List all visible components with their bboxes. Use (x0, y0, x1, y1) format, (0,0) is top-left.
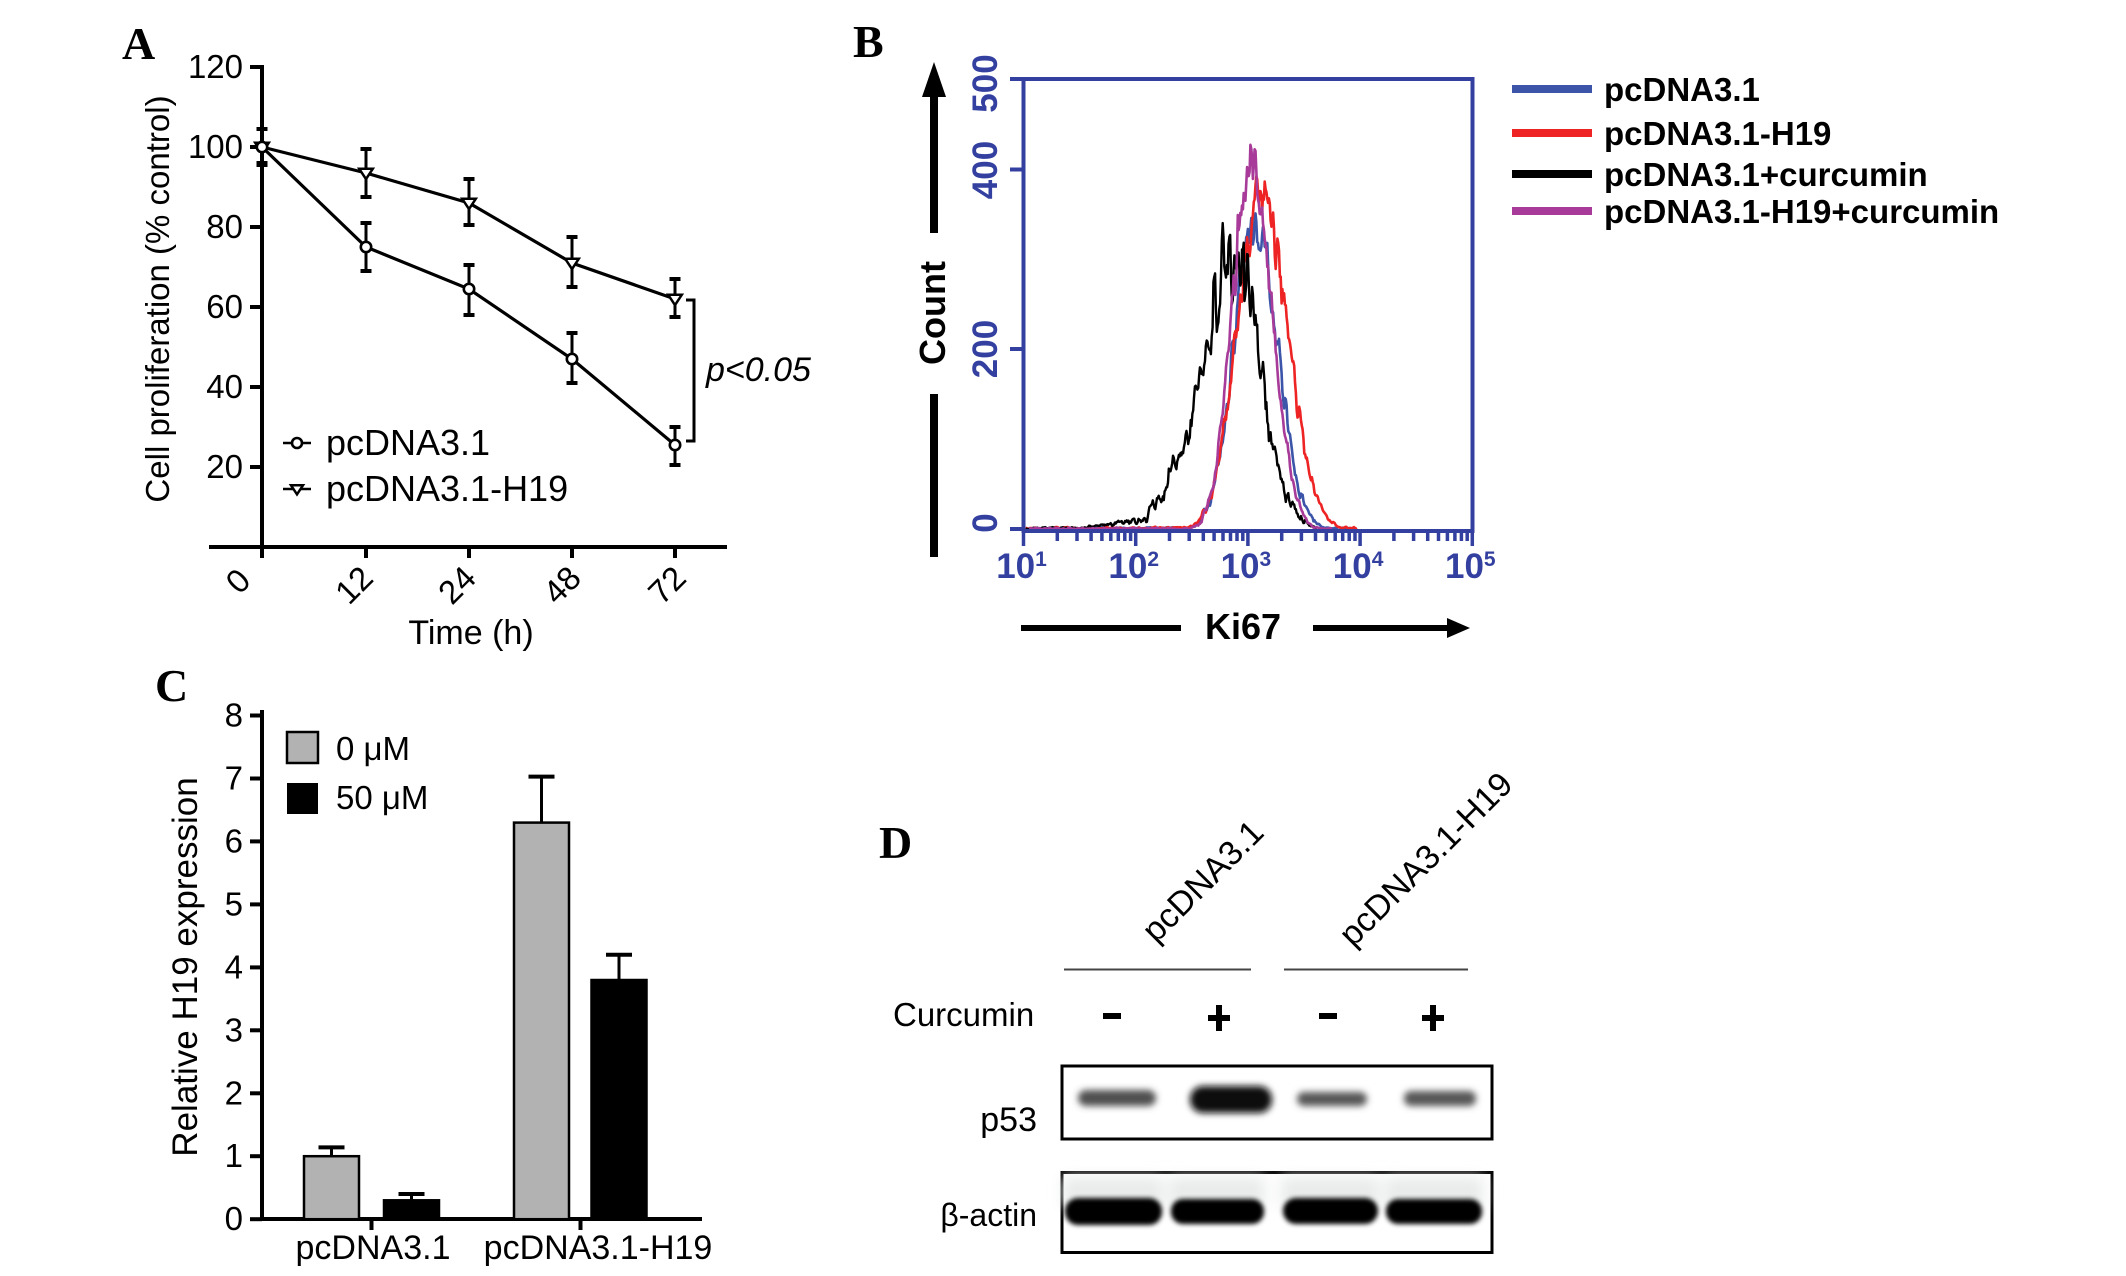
svg-text:pcDNA3.1-H19: pcDNA3.1-H19 (326, 468, 568, 509)
svg-text:β-actin: β-actin (940, 1197, 1037, 1233)
svg-text:pcDNA3.1-H19: pcDNA3.1-H19 (1604, 115, 1831, 152)
svg-text:Relative H19 expression: Relative H19 expression (166, 777, 205, 1156)
svg-text:2: 2 (225, 1074, 243, 1111)
svg-text:Ki67: Ki67 (1205, 606, 1281, 647)
svg-text:pcDNA3.1-H19: pcDNA3.1-H19 (484, 1229, 713, 1267)
svg-text:pcDNA3.1+curcumin: pcDNA3.1+curcumin (1604, 156, 1928, 193)
svg-text:Time (h): Time (h) (408, 614, 533, 652)
svg-text:Count: Count (912, 261, 953, 365)
svg-text:pcDNA3.1: pcDNA3.1 (326, 422, 490, 463)
svg-text:8: 8 (225, 697, 243, 734)
svg-text:80: 80 (206, 208, 243, 245)
svg-text:Curcumin: Curcumin (893, 996, 1034, 1033)
svg-text:D: D (879, 817, 912, 868)
svg-text:0: 0 (225, 1200, 243, 1237)
svg-text:7: 7 (225, 760, 243, 797)
svg-text:Cell proliferation (% control): Cell proliferation (% control) (139, 95, 176, 502)
svg-text:1: 1 (225, 1137, 243, 1174)
svg-text:C: C (155, 660, 188, 711)
svg-text:5: 5 (225, 885, 243, 922)
svg-text:120: 120 (188, 48, 243, 85)
svg-text:40: 40 (206, 368, 243, 405)
svg-text:0 μM: 0 μM (336, 730, 410, 767)
svg-text:p<0.05: p<0.05 (705, 351, 811, 389)
svg-text:0: 0 (966, 513, 1005, 532)
svg-text:pcDNA3.1: pcDNA3.1 (296, 1229, 451, 1267)
svg-text:60: 60 (206, 288, 243, 325)
svg-text:200: 200 (966, 320, 1005, 378)
svg-text:400: 400 (966, 141, 1005, 199)
svg-text:4: 4 (225, 948, 243, 985)
svg-text:pcDNA3.1: pcDNA3.1 (1604, 71, 1760, 108)
svg-text:3: 3 (225, 1011, 243, 1048)
svg-text:A: A (122, 18, 155, 69)
svg-text:500: 500 (966, 54, 1005, 112)
svg-text:p53: p53 (980, 1101, 1037, 1139)
svg-text:103: 103 (1221, 547, 1272, 586)
svg-text:6: 6 (225, 822, 243, 859)
svg-text:B: B (853, 16, 884, 67)
svg-text:50 μM: 50 μM (336, 779, 428, 816)
svg-text:100: 100 (188, 128, 243, 165)
svg-text:pcDNA3.1-H19+curcumin: pcDNA3.1-H19+curcumin (1604, 193, 1999, 230)
svg-text:20: 20 (206, 448, 243, 485)
